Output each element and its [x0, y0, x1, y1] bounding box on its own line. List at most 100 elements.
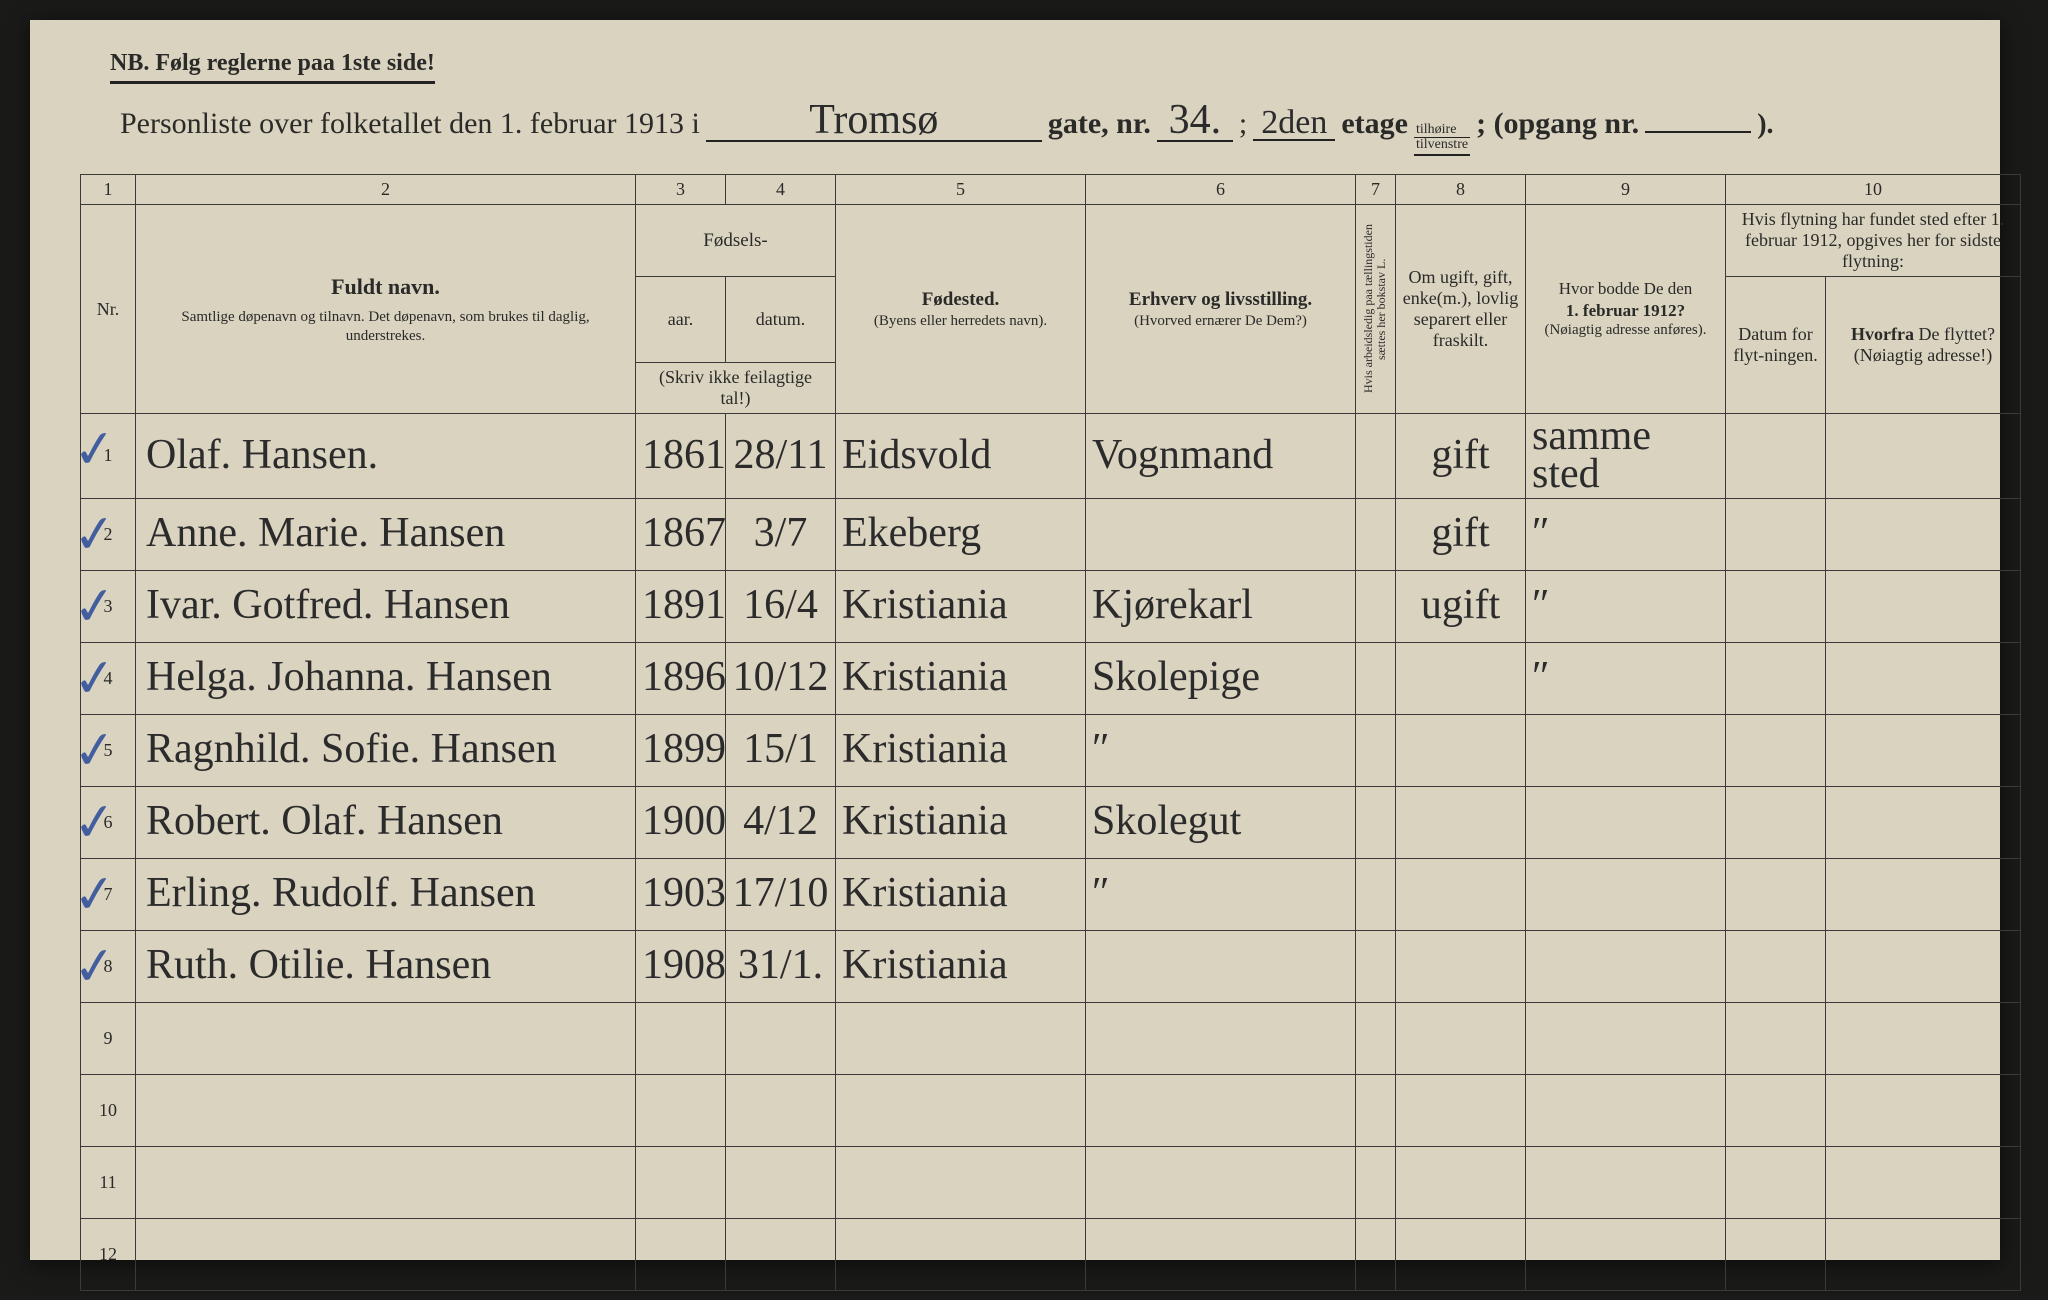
cell-aar	[636, 1218, 726, 1290]
checkmark-icon: ✓	[70, 934, 120, 998]
cell-status: gift	[1396, 414, 1526, 499]
street-name-hand: Tromsø	[706, 102, 1042, 142]
cell-10b	[1826, 1002, 2021, 1074]
cell-col7	[1356, 1146, 1396, 1218]
table-row: ✓2Anne. Marie. Hansen18673/7Ekeberggift″	[81, 498, 2021, 570]
gate-nr-hand: 34.	[1157, 102, 1233, 142]
cell-aar	[636, 1146, 726, 1218]
cell-datum: 4/12	[726, 786, 836, 858]
cell-status-text: ugift	[1421, 582, 1500, 628]
cell-nr: ✓4	[81, 642, 136, 714]
cell-fodested-text: Kristiania	[842, 726, 1008, 772]
cell-fodested-text: Kristiania	[842, 870, 1008, 916]
cell-name: Ragnhild. Sofie. Hansen	[136, 714, 636, 786]
cell-col7	[1356, 1002, 1396, 1074]
cell-col7	[1356, 786, 1396, 858]
cell-erhverv: Vognmand	[1086, 414, 1356, 499]
row-number: 10	[99, 1100, 117, 1120]
hdr-fodested-title: Fødested.	[842, 288, 1079, 312]
hdr-col8: Om ugift, gift, enke(m.), lovlig separer…	[1396, 205, 1526, 414]
row-number: 11	[99, 1172, 116, 1192]
cell-fodested	[836, 1218, 1086, 1290]
cell-10a	[1726, 930, 1826, 1002]
row-number: 12	[99, 1244, 117, 1264]
cell-erhverv-text: Skolegut	[1092, 798, 1241, 844]
hdr-fodested-sub: (Byens eller herredets navn).	[842, 312, 1079, 331]
cell-name-text: Helga. Johanna. Hansen	[146, 654, 552, 700]
hdr-col9: Hvor bodde De den1. februar 1912? (Nøiag…	[1526, 205, 1726, 414]
hdr-col34-sub: (Skriv ikke feilagtige tal!)	[636, 363, 836, 414]
cell-fodested	[836, 1146, 1086, 1218]
cell-fodested: Kristiania	[836, 930, 1086, 1002]
cell-datum	[726, 1074, 836, 1146]
cell-name-text: Ruth. Otilie. Hansen	[146, 942, 491, 988]
cell-aar	[636, 1074, 726, 1146]
cell-datum: 15/1	[726, 714, 836, 786]
table-row: ✓6Robert. Olaf. Hansen 19004/12Kristiania…	[81, 786, 2021, 858]
colnum-7: 7	[1356, 175, 1396, 205]
cell-name-text: Robert. Olaf. Hansen	[146, 798, 503, 844]
cell-erhverv: Kjørekarl	[1086, 570, 1356, 642]
cell-name: Olaf. Hansen.	[136, 414, 636, 499]
cell-nr: ✓2	[81, 498, 136, 570]
cell-10a	[1726, 1146, 1826, 1218]
cell-aar-text: 1903	[642, 870, 726, 916]
hdr-erhverv-title: Erhverv og livsstilling.	[1092, 288, 1349, 312]
cell-nr: ✓5	[81, 714, 136, 786]
cell-bodde-text: ″	[1532, 582, 1550, 628]
cell-aar-text: 1861	[642, 432, 726, 478]
cell-aar: 1900	[636, 786, 726, 858]
cell-name	[136, 1146, 636, 1218]
colnum-3: 3	[636, 175, 726, 205]
hdr-col10b: Hvorfra De flyttet?(Nøiagtig adresse!)	[1826, 277, 2021, 414]
cell-nr: 12	[81, 1218, 136, 1290]
cell-datum-text: 31/1.	[738, 942, 823, 988]
cell-bodde	[1526, 1218, 1726, 1290]
cell-name-text: Erling. Rudolf. Hansen	[146, 870, 536, 916]
checkmark-icon: ✓	[70, 862, 120, 926]
hdr-col10a: Datum for flyt-ningen.	[1726, 277, 1826, 414]
hdr-fodested: Fødested. (Byens eller herredets navn).	[836, 205, 1086, 414]
cell-nr: ✓6	[81, 786, 136, 858]
cell-status	[1396, 858, 1526, 930]
cell-nr: 11	[81, 1146, 136, 1218]
hdr-col10-top: Hvis flytning har fundet sted efter 1. f…	[1726, 205, 2021, 277]
cell-col7	[1356, 714, 1396, 786]
hdr-col9-sub: (Nøiagtig adresse anføres).	[1532, 321, 1719, 340]
cell-aar-text: 1908	[642, 942, 726, 988]
cell-erhverv	[1086, 1074, 1356, 1146]
cell-status	[1396, 642, 1526, 714]
nb-notice: NB. Følg reglerne paa 1ste side!	[110, 50, 435, 84]
cell-bodde	[1526, 1074, 1726, 1146]
checkmark-icon: ✓	[70, 790, 120, 854]
cell-col7	[1356, 498, 1396, 570]
hdr-name: Fuldt navn. Samtlige døpenavn og tilnavn…	[136, 205, 636, 414]
colnum-2: 2	[136, 175, 636, 205]
table-row: 9	[81, 1002, 2021, 1074]
side-stack: tilhøire tilvenstre	[1414, 123, 1470, 156]
cell-nr: 9	[81, 1002, 136, 1074]
cell-bodde	[1526, 930, 1726, 1002]
checkmark-icon: ✓	[70, 418, 120, 482]
cell-bodde-text: samme sted	[1532, 413, 1651, 497]
cell-10a	[1726, 642, 1826, 714]
gate-label: gate, nr.	[1048, 107, 1151, 141]
hdr-erhverv: Erhverv og livsstilling. (Hvorved ernære…	[1086, 205, 1356, 414]
cell-nr: ✓7	[81, 858, 136, 930]
table-body: ✓1Olaf. Hansen.186128/11EidsvoldVognmand…	[81, 414, 2021, 1291]
cell-aar: 1891	[636, 570, 726, 642]
hdr-nr: Nr.	[81, 205, 136, 414]
cell-fodested: Eidsvold	[836, 414, 1086, 499]
cell-aar: 1867	[636, 498, 726, 570]
cell-col7	[1356, 414, 1396, 499]
cell-fodested: Kristiania	[836, 786, 1086, 858]
cell-erhverv: Skolepige	[1086, 642, 1356, 714]
colnum-4: 4	[726, 175, 836, 205]
cell-datum: 3/7	[726, 498, 836, 570]
cell-datum-text: 28/11	[733, 432, 827, 478]
cell-fodested: Kristiania	[836, 642, 1086, 714]
etage-label: etage	[1341, 107, 1408, 141]
table-row: ✓8Ruth. Otilie. Hansen190831/1.Kristiani…	[81, 930, 2021, 1002]
table-row: 12	[81, 1218, 2021, 1290]
cell-10b	[1826, 930, 2021, 1002]
